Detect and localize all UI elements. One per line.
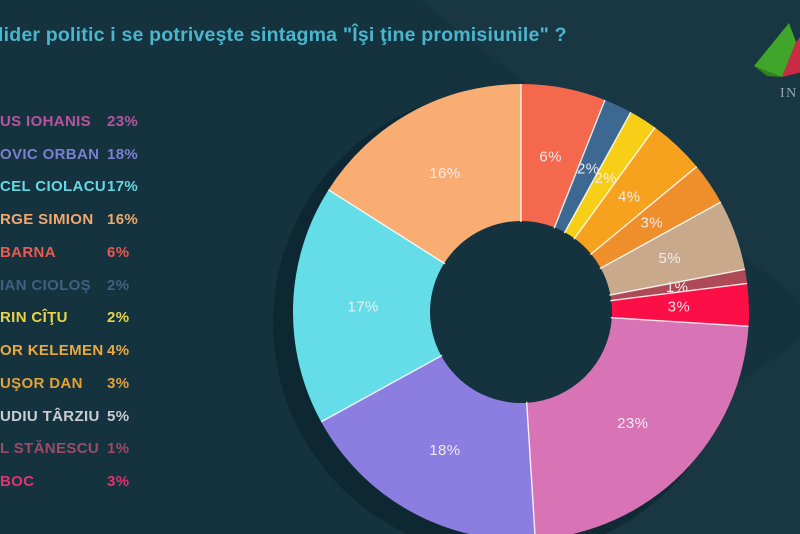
legend-item: OR KELEMEN 4% <box>0 334 230 367</box>
slice-percentage-label: 16% <box>429 165 460 182</box>
pyramid-green-face <box>754 23 796 77</box>
slice-separator <box>599 201 722 270</box>
slice-separator <box>563 111 632 234</box>
slice-separator <box>609 268 746 296</box>
slice-separator <box>328 189 446 265</box>
legend-value: 5% <box>107 407 130 425</box>
legend-item: UŞOR DAN 3% <box>0 367 230 400</box>
logo-caption: IN <box>780 86 798 100</box>
legend-value: 6% <box>107 243 130 261</box>
donut-slice-l-st-nescu <box>610 269 748 301</box>
slice-separator <box>610 316 749 328</box>
slice-percentage-label: 23% <box>617 415 648 432</box>
legend-item: CEL CIOLACU 17% <box>0 171 230 204</box>
legend-name: L STĂNESCU <box>0 440 100 458</box>
legend-item: RGE SIMION 16% <box>0 203 230 236</box>
chart-question-title: lider politic i se potriveşte sintagma "… <box>0 24 567 46</box>
legend-name: BARNA <box>0 243 56 261</box>
legend-item: IAN CIOLOŞ 2% <box>0 269 230 302</box>
legend-value: 3% <box>107 473 130 491</box>
legend-item: OVIC ORBAN 18% <box>0 138 230 171</box>
legend-item: UDIU TÂRZIU 5% <box>0 400 230 433</box>
pyramid-logo-icon <box>754 23 800 77</box>
slice-percentage-label: 5% <box>658 250 680 267</box>
slice-separator <box>610 282 748 302</box>
slice-percentage-label: 2% <box>594 170 616 187</box>
legend-name: RGE SIMION <box>0 211 94 229</box>
donut-slice-udiu-t-rziu <box>600 202 745 295</box>
legend-item: BOC 3% <box>0 465 230 498</box>
donut-slice-ovic-orban <box>321 355 535 534</box>
slice-percentage-label: 18% <box>429 442 460 459</box>
donut-slice-u-or-dan <box>591 166 721 269</box>
slice-separator <box>553 99 606 229</box>
donut-slice-boc <box>611 283 749 327</box>
legend-item: US IOHANIS 23% <box>0 105 230 138</box>
legend-name: IAN CIOLOŞ <box>0 276 92 294</box>
legend-item: BARNA 6% <box>0 236 230 269</box>
donut-hole <box>430 221 612 403</box>
legend: US IOHANIS 23% OVIC ORBAN 18% CEL CIOLACU 17%… <box>0 105 230 498</box>
donut-slice-us-iohanis <box>526 317 749 534</box>
slice-percentage-label: 3% <box>668 299 690 316</box>
legend-value: 17% <box>107 178 139 196</box>
legend-name: UDIU TÂRZIU <box>0 407 100 425</box>
donut-slice-rin-c-u <box>564 112 656 239</box>
legend-value: 2% <box>107 309 130 327</box>
slice-percentage-label: 4% <box>618 188 640 205</box>
slice-separator <box>589 166 698 256</box>
slice-percentage-label: 17% <box>347 299 378 316</box>
donut-slice-or-kelemen <box>574 127 697 254</box>
donut-slice-rge-simion <box>328 83 521 264</box>
legend-value: 16% <box>107 211 139 229</box>
legend-name: OVIC ORBAN <box>0 145 100 163</box>
legend-value: 4% <box>107 342 130 360</box>
legend-name: US IOHANIS <box>0 112 92 130</box>
legend-name: OR KELEMEN <box>0 342 104 360</box>
pyramid-red-face <box>782 37 800 77</box>
legend-name: BOC <box>0 473 35 491</box>
slice-percentage-label: 6% <box>539 148 561 165</box>
legend-value: 18% <box>107 145 139 163</box>
legend-name: CEL CIOLACU <box>0 178 107 196</box>
legend-value: 2% <box>107 276 130 294</box>
legend-item: RIN CÎŢU 2% <box>0 302 230 335</box>
legend-value: 1% <box>107 440 130 458</box>
donut-slice-barna <box>521 84 605 228</box>
legend-name: UŞOR DAN <box>0 374 83 392</box>
legend-value: 23% <box>107 112 139 130</box>
legend-item: L STĂNESCU 1% <box>0 433 230 466</box>
slice-separator <box>573 127 656 240</box>
inscop-logo: IN <box>752 20 800 100</box>
donut-slice-cel-ciolacu <box>292 189 445 422</box>
slice-separator <box>525 401 536 534</box>
donut-slice-ian-ciolo- <box>554 100 631 233</box>
legend-name: RIN CÎŢU <box>0 309 68 327</box>
legend-value: 3% <box>107 374 130 392</box>
slice-percentage-label: 3% <box>640 215 662 232</box>
slice-percentage-label: 1% <box>666 279 688 296</box>
slice-separator <box>320 354 443 423</box>
slice-percentage-label: 2% <box>577 161 599 178</box>
